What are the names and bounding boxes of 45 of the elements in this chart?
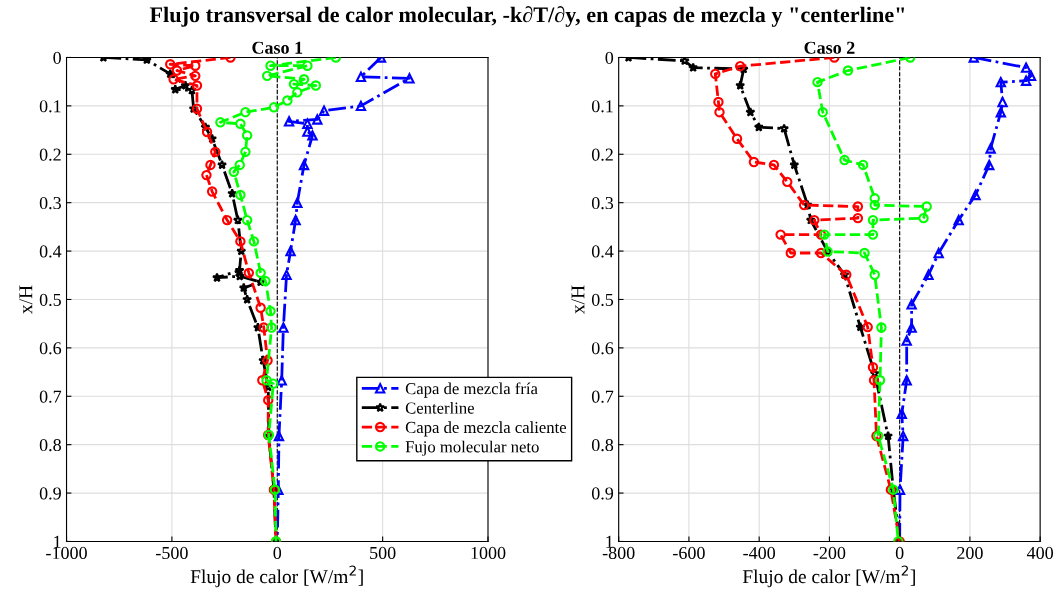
x-tick-label: -800 (602, 546, 635, 560)
y-tick-label: 0 (605, 51, 614, 64)
legend-label: Fujo molecular neto (405, 440, 539, 456)
y-tick-label: 0.9 (39, 487, 61, 500)
y-tick-label: 0.7 (591, 390, 614, 403)
y-tick-label: 0.1 (39, 100, 61, 113)
x-tick-label: -400 (743, 546, 776, 560)
y-tick-label: 0.3 (39, 196, 61, 210)
legend-label: Capa de mezcla caliente (405, 421, 567, 437)
x-tick-label: -500 (156, 546, 188, 560)
y-axis-title: x/H (571, 285, 585, 314)
x-tick-label: -600 (673, 546, 705, 560)
chart-title: Flujo transversal de calor molecular, -k∂T/∂y, en capas de mezcla y "centerline" (149, 6, 905, 27)
x-tick-label: 0 (895, 546, 904, 560)
legend-label: Capa de mezcla fría (405, 382, 538, 398)
x-tick-label: 200 (957, 546, 983, 560)
x-tick-label: 0 (273, 546, 282, 560)
y-tick-label: 0.2 (39, 148, 61, 161)
y-tick-label: 0.5 (591, 293, 614, 306)
y-axis-title: x/H (19, 285, 33, 314)
y-tick-label: 0.2 (591, 148, 613, 161)
y-tick-label: 0.4 (591, 245, 614, 258)
y-tick-label: 0.7 (39, 390, 62, 403)
chart-subtitle: Caso 1 (252, 41, 303, 54)
y-tick-label: 0.4 (39, 245, 62, 258)
y-tick-label: 0.9 (591, 487, 614, 500)
y-tick-label: 0.8 (591, 438, 614, 452)
y-tick-label: 0.1 (591, 100, 613, 113)
x-tick-label: 1000 (471, 546, 506, 560)
y-tick-label: 0 (53, 51, 61, 64)
y-tick-label: 0.3 (591, 196, 614, 210)
y-tick-label: 1 (606, 535, 613, 548)
x-tick-label: 400 (1026, 546, 1054, 560)
x-tick-label: 500 (370, 546, 396, 560)
y-tick-label: 0.6 (39, 342, 62, 355)
y-tick-label: 0.6 (591, 342, 614, 355)
chart-subtitle: Caso 2 (804, 41, 855, 54)
x-axis-title: Flujo de calor [W/m$^{2}$] (190, 565, 363, 588)
x-tick-label: -1000 (46, 546, 87, 560)
x-tick-label: -200 (813, 546, 846, 560)
y-tick-label: 1 (54, 535, 61, 548)
x-axis-title: Flujo de calor [W/m$^{2}$] (742, 565, 915, 588)
y-tick-label: 0.8 (39, 438, 61, 452)
y-tick-label: 0.5 (39, 293, 61, 306)
legend-label: Centerline (405, 401, 474, 414)
